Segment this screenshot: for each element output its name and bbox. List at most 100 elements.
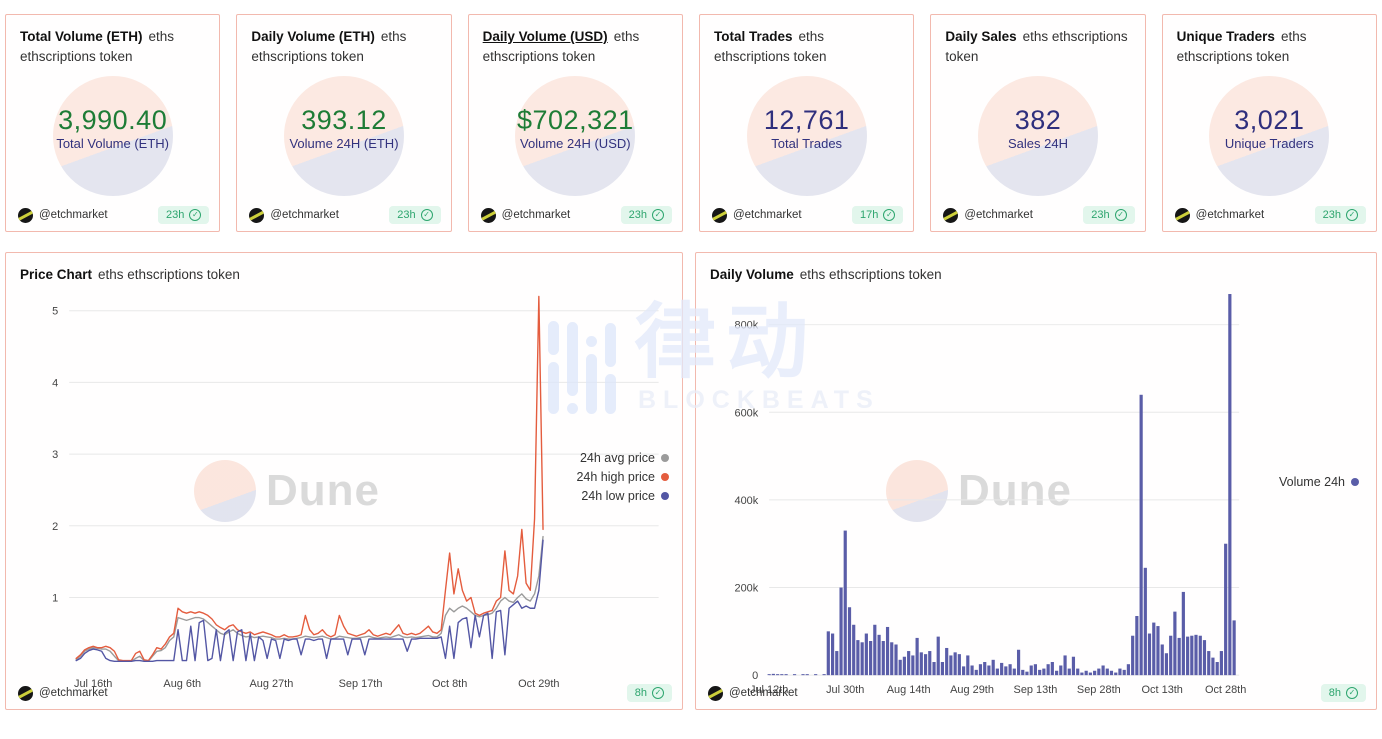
dune-logo-circle bbox=[515, 76, 636, 196]
card-footer: @etchmarket 17h bbox=[711, 206, 904, 224]
author-handle[interactable]: @etchmarket bbox=[270, 209, 339, 221]
svg-text:Aug 27th: Aug 27th bbox=[250, 678, 294, 690]
card-footer: @etchmarket 23h bbox=[943, 206, 1135, 224]
counter-label: Total Trades bbox=[771, 136, 843, 151]
author-handle[interactable]: @etchmarket bbox=[964, 209, 1033, 221]
price-chart-legend: 24h avg price 24h high price 24h low price bbox=[576, 451, 669, 508]
etchmarket-avatar-icon[interactable] bbox=[708, 685, 723, 701]
author-handle[interactable]: @etchmarket bbox=[501, 209, 571, 221]
price-line-chart[interactable]: 1 2 3 4 5 Jul 16th Aug 6th Aug 27th Sep 17th Oct … bbox=[6, 253, 682, 709]
refresh-badge[interactable]: 23h bbox=[389, 206, 441, 224]
svg-text:600k: 600k bbox=[734, 407, 758, 419]
author-handle[interactable]: @etchmarket bbox=[39, 687, 108, 699]
legend-item[interactable]: 24h avg price bbox=[576, 451, 669, 465]
legend-dot-icon bbox=[1351, 478, 1359, 486]
svg-text:Oct 28th: Oct 28th bbox=[1205, 684, 1246, 696]
card-title: Unique Traders eths ethscriptions token bbox=[1163, 15, 1376, 68]
refresh-badge[interactable]: 23h bbox=[1314, 206, 1366, 224]
refresh-badge[interactable]: 8h bbox=[1320, 684, 1366, 702]
metric-subtitle: eths ethscriptions token bbox=[945, 29, 1128, 65]
chart-subtitle: eths ethscriptions token bbox=[799, 267, 942, 282]
card-footer: @etchmarket 23h bbox=[480, 206, 672, 224]
svg-text:Jul 30th: Jul 30th bbox=[826, 684, 864, 696]
refresh-time: 17h bbox=[859, 209, 879, 221]
dune-logo-icon bbox=[194, 460, 256, 522]
author-handle[interactable]: @etchmarket bbox=[732, 209, 802, 221]
legend-label: 24h high price bbox=[576, 470, 655, 484]
svg-text:Oct 13th: Oct 13th bbox=[1142, 684, 1183, 696]
metric-title-link[interactable]: Daily Volume (USD) bbox=[482, 29, 608, 44]
refresh-time: 23h bbox=[1322, 209, 1341, 221]
card-footer: @etchmarket 8h bbox=[18, 684, 672, 702]
metric-subtitle: eths ethscriptions token bbox=[1176, 29, 1307, 65]
chart-title-link[interactable]: Daily Volume bbox=[710, 267, 794, 282]
refresh-badge[interactable]: 17h bbox=[851, 206, 904, 224]
counter-value: $702,321 bbox=[517, 105, 634, 135]
refresh-time: 8h bbox=[1328, 687, 1341, 699]
metric-title-link[interactable]: Daily Volume (ETH) bbox=[251, 29, 375, 44]
svg-text:400k: 400k bbox=[734, 495, 758, 507]
etchmarket-avatar-icon[interactable] bbox=[943, 207, 959, 223]
etchmarket-avatar-icon[interactable] bbox=[18, 685, 33, 701]
card-title: Price Chart eths ethscriptions token bbox=[6, 253, 682, 285]
card-footer: @etchmarket 23h bbox=[18, 206, 210, 224]
card-title: Daily Volume (ETH) eths ethscriptions tok… bbox=[237, 15, 450, 68]
counter-label: Total Volume (ETH) bbox=[56, 136, 170, 151]
legend-dot-icon bbox=[661, 473, 669, 481]
refresh-badge[interactable]: 8h bbox=[626, 684, 672, 702]
volume-chart-card: Daily Volume eths ethscriptions token Dun… bbox=[695, 252, 1377, 710]
legend-item[interactable]: 24h high price bbox=[576, 470, 669, 484]
etchmarket-avatar-icon[interactable] bbox=[1174, 207, 1190, 223]
metric-title-link[interactable]: Daily Sales bbox=[945, 29, 1017, 44]
check-circle-icon bbox=[1114, 209, 1127, 221]
card-footer: @etchmarket 23h bbox=[249, 206, 441, 224]
dune-watermark: Dune bbox=[886, 460, 1072, 522]
author-handle[interactable]: @etchmarket bbox=[1195, 209, 1265, 221]
svg-text:2: 2 bbox=[52, 521, 58, 533]
metric-title-link[interactable]: Unique Traders bbox=[1176, 29, 1275, 44]
refresh-time: 8h bbox=[634, 687, 647, 699]
check-circle-icon bbox=[1345, 209, 1358, 221]
card-title: Daily Volume (USD) eths ethscriptions tok… bbox=[469, 15, 682, 68]
counter-value: 3,021 bbox=[1234, 105, 1305, 135]
dune-logo-circle bbox=[52, 76, 173, 196]
etchmarket-avatar-icon[interactable] bbox=[18, 207, 33, 223]
svg-text:0: 0 bbox=[752, 670, 758, 682]
dune-logo-icon bbox=[886, 460, 948, 522]
check-circle-icon bbox=[420, 209, 433, 221]
counter-value: 393.12 bbox=[301, 105, 387, 135]
refresh-time: 23h bbox=[165, 209, 185, 221]
chart-title-link[interactable]: Price Chart bbox=[20, 267, 93, 282]
etchmarket-avatar-icon[interactable] bbox=[480, 207, 496, 223]
stat-card-daily-volume-eth: Daily Volume (ETH) eths ethscriptions tok… bbox=[236, 14, 452, 232]
price-chart-card: Price Chart eths ethscriptions token Dune… bbox=[5, 252, 683, 710]
refresh-badge[interactable]: 23h bbox=[1083, 206, 1135, 224]
metric-subtitle: eths ethscriptions token bbox=[20, 29, 175, 65]
refresh-badge[interactable]: 23h bbox=[620, 206, 672, 224]
legend-item[interactable]: 24h low price bbox=[576, 489, 669, 503]
author-handle[interactable]: @etchmarket bbox=[39, 209, 108, 221]
svg-text:Sep 28th: Sep 28th bbox=[1077, 684, 1121, 696]
author-handle[interactable]: @etchmarket bbox=[729, 687, 798, 699]
etchmarket-avatar-icon[interactable] bbox=[711, 207, 727, 223]
svg-text:Sep 13th: Sep 13th bbox=[1014, 684, 1058, 696]
check-circle-icon bbox=[189, 209, 202, 221]
svg-text:Aug 14th: Aug 14th bbox=[887, 684, 931, 696]
counter-label: Unique Traders bbox=[1224, 136, 1314, 151]
volume-chart-legend: Volume 24h bbox=[1279, 475, 1359, 494]
legend-label: Volume 24h bbox=[1278, 475, 1345, 489]
refresh-time: 23h bbox=[628, 209, 647, 221]
volume-bar-chart[interactable]: 0 200k 400k 600k 800k Jul 12th Jul 30th Aug 14t… bbox=[696, 253, 1376, 709]
counter-value: 3,990.40 bbox=[58, 105, 168, 135]
etchmarket-avatar-icon[interactable] bbox=[249, 207, 265, 223]
counter-label: Sales 24H bbox=[1008, 136, 1068, 151]
metric-title-link[interactable]: Total Volume (ETH) bbox=[20, 29, 143, 44]
legend-item[interactable]: Volume 24h bbox=[1279, 475, 1359, 489]
legend-dot-icon bbox=[661, 454, 669, 462]
card-title: Total Volume (ETH) eths ethscriptions tok… bbox=[6, 15, 219, 68]
metric-subtitle: eths ethscriptions token bbox=[713, 29, 827, 65]
metric-title-link[interactable]: Total Trades bbox=[713, 29, 793, 44]
refresh-badge[interactable]: 23h bbox=[157, 206, 210, 224]
dune-watermark-text: Dune bbox=[266, 466, 380, 515]
